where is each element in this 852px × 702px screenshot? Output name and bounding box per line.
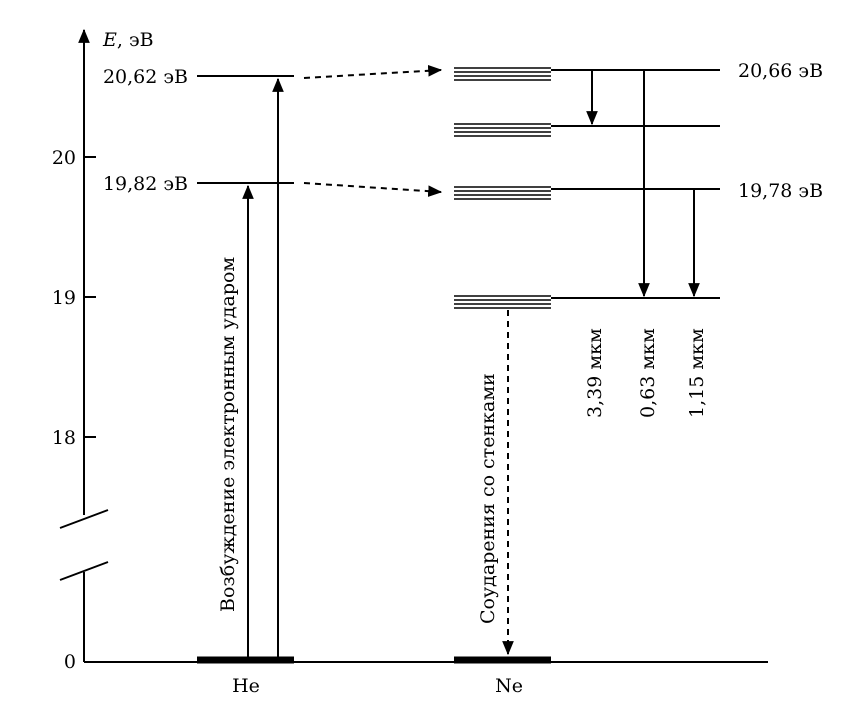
ne-level-3s	[454, 67, 720, 81]
transfer-arrow-lower	[303, 182, 443, 197]
ne-level-lower-label: 19,78 эВ	[738, 180, 823, 202]
transition-label-1-15: 1,15 мкм	[686, 328, 708, 418]
ne-level-3p	[454, 123, 720, 137]
ne-level-2p	[454, 295, 720, 309]
he-excitation-caption: Возбуждение электронным ударом	[217, 257, 239, 612]
axis-tick-label-0: 0	[64, 651, 76, 673]
helium-levels: 20,62 эВ 19,82 эВ Возбуждение электронны…	[103, 66, 294, 697]
ne-level-upper-label: 20,66 эВ	[738, 60, 823, 82]
axis-tick-label-19: 19	[52, 287, 76, 309]
ne-label: Ne	[495, 675, 523, 697]
he-label: He	[232, 675, 260, 697]
laser-transitions: 3,39 мкм 0,63 мкм 1,15 мкм	[584, 70, 708, 418]
transition-label-0-63: 0,63 мкм	[637, 328, 659, 418]
energy-transfer	[303, 64, 443, 197]
he-level-upper-label: 20,62 эВ	[103, 66, 188, 88]
energy-axis: E, эВ 20 19 18 0	[52, 28, 154, 673]
axis-break-mark-upper	[59, 509, 109, 529]
axis-label: E, эВ	[102, 29, 154, 51]
axis-tick-label-20: 20	[52, 147, 76, 169]
axis-tick-label-18: 18	[52, 427, 76, 449]
axis-break-mark-lower	[59, 561, 109, 581]
he-level-lower-label: 19,82 эВ	[103, 173, 188, 195]
transfer-arrow-upper	[303, 64, 443, 79]
ne-level-2s	[454, 186, 720, 200]
neon-levels: 20,66 эВ 19,78 эВ Соударения со стенками…	[454, 60, 823, 697]
wall-collision-caption: Соударения со стенками	[477, 373, 499, 624]
transition-label-3-39: 3,39 мкм	[584, 328, 606, 418]
